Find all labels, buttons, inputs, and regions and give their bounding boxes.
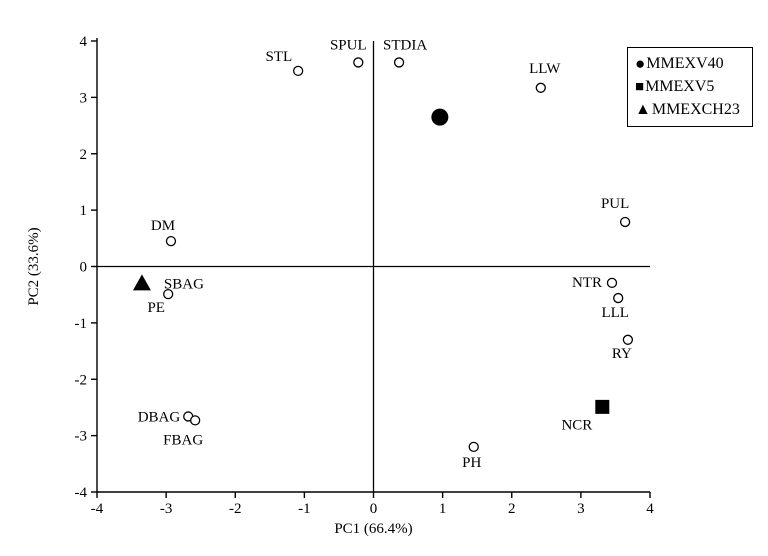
variable-label-LLW: LLW (529, 61, 561, 77)
variable-label-SPUL: SPUL (330, 37, 367, 53)
variable-label-PUL: PUL (601, 196, 629, 212)
variable-label-PH: PH (462, 455, 481, 471)
x-tick-label: -1 (298, 501, 311, 517)
y-axis-title: PC2 (33.6%) (26, 227, 42, 305)
x-tick-label: 3 (577, 501, 585, 517)
y-tick-label: -2 (75, 372, 88, 388)
y-tick-label: 3 (80, 90, 88, 106)
sample-point-MMEXV40 (431, 108, 449, 126)
legend-item: ▲ MMEXCH23 (635, 101, 746, 119)
variable-point-PUL (619, 216, 631, 228)
variable-label-NCR: NCR (561, 417, 592, 433)
y-tick-label: -4 (75, 485, 88, 501)
legend-item: ■ MMEXV5 (635, 78, 746, 96)
variable-label-NTR: NTR (572, 275, 602, 291)
variable-point-NTR (606, 277, 618, 288)
y-tick-label: -3 (75, 429, 88, 445)
variable-point-STDIA (393, 57, 405, 68)
y-tick-label: 1 (80, 203, 88, 219)
variable-label-SBAG: SBAG (164, 276, 204, 292)
variable-point-DM (165, 235, 177, 247)
filled-square-icon: ■ (635, 79, 645, 95)
x-tick-label: 0 (370, 501, 378, 517)
sample-point-MMEXV5 (595, 399, 610, 414)
legend-label: MMEXV5 (645, 78, 715, 95)
variable-point-LLL (613, 292, 624, 304)
x-tick-label: 4 (646, 501, 654, 517)
filled-triangle-icon: ▲ (635, 101, 651, 118)
x-tick-label: -3 (160, 501, 173, 517)
legend: ● MMEXV40 ■ MMEXV5 ▲ MMEXCH23 (627, 47, 753, 127)
legend-label: MMEXV40 (646, 55, 724, 72)
variable-label-DM: DM (151, 218, 175, 234)
x-tick-label: -4 (91, 501, 104, 517)
variable-label-STL: STL (265, 49, 292, 65)
variable-label-FBAG: FBAG (163, 432, 203, 448)
x-tick-label: -2 (229, 501, 242, 517)
variable-point-FBAG (190, 415, 201, 426)
variable-label-PE: PE (147, 300, 165, 316)
legend-item: ● MMEXV40 (635, 55, 746, 73)
filled-circle-icon: ● (635, 54, 646, 73)
x-tick-label: 2 (508, 501, 516, 517)
variable-point-SPUL (353, 57, 364, 68)
variable-label-RY: RY (612, 346, 632, 362)
y-tick-label: 2 (80, 147, 88, 163)
variable-point-PE (163, 288, 174, 300)
legend-label: MMEXCH23 (651, 101, 740, 118)
variable-label-LLL: LLL (601, 305, 629, 321)
variable-point-LLW (535, 82, 546, 93)
x-tick-label: 1 (439, 501, 447, 517)
y-tick-label: -1 (75, 316, 88, 332)
x-axis-title: PC1 (66.4%) (334, 521, 412, 537)
y-tick-label: 0 (80, 260, 88, 276)
variable-label-STDIA: STDIA (383, 37, 427, 53)
variable-label-DBAG: DBAG (138, 409, 181, 425)
variable-point-PH (468, 441, 479, 453)
y-tick-label: 4 (80, 34, 88, 50)
variable-point-STL (293, 65, 304, 77)
sample-point-MMEXCH23 (132, 274, 151, 291)
variable-point-RY (622, 334, 634, 345)
